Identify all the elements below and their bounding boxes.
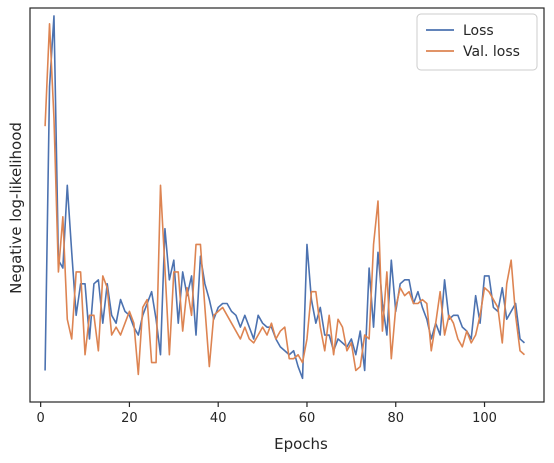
x-tick-label: 80 [387, 411, 404, 426]
x-tick-label: 0 [37, 411, 45, 426]
series-layer [44, 15, 526, 380]
x-axis-label: Epochs [274, 435, 328, 453]
plot-frame [29, 7, 545, 403]
plot-area [29, 7, 545, 403]
x-tick-label: 20 [121, 411, 138, 426]
x-axis: 0 20 40 60 80 100 [37, 402, 497, 426]
legend-label: Val. loss [463, 44, 520, 60]
y-axis-label: Negative log-likelihood [7, 122, 25, 294]
series-line-val-loss [44, 22, 526, 376]
series-line-loss [44, 15, 526, 380]
x-tick-label: 100 [472, 411, 497, 426]
x-tick-label: 40 [210, 411, 227, 426]
legend-label: Loss [463, 23, 494, 39]
legend: Loss Val. loss [416, 13, 538, 71]
x-tick-label: 60 [299, 411, 316, 426]
legend-box [416, 13, 538, 71]
